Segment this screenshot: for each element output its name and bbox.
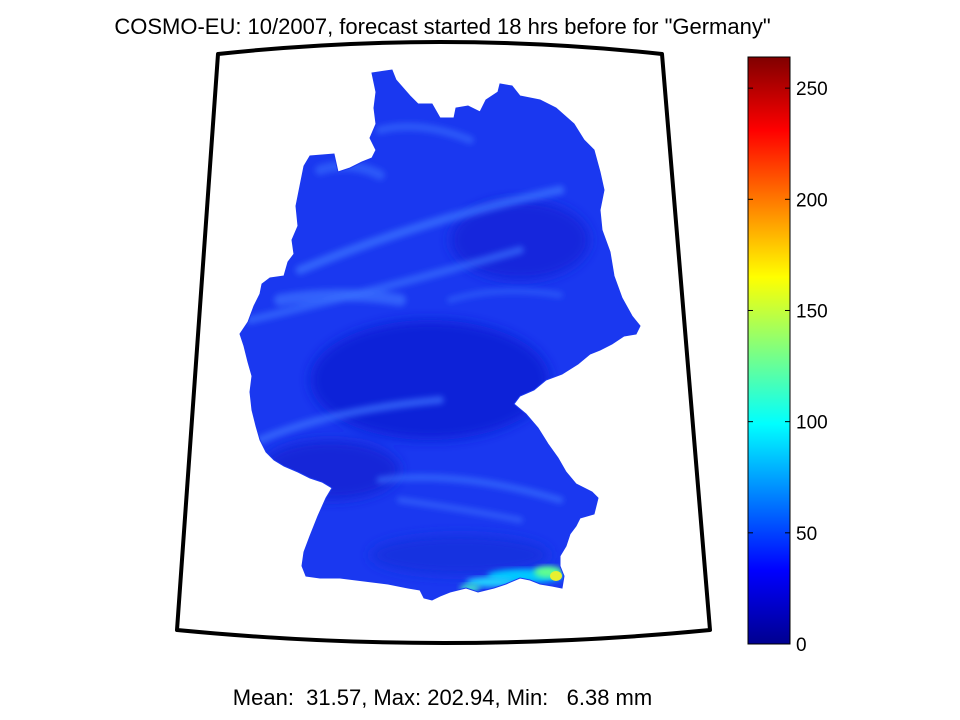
colorbar-axis: 0 50 100 150 200 250	[748, 79, 828, 656]
germany-outline	[239, 69, 641, 601]
colorbar-tick-label: 100	[796, 413, 828, 434]
colorbar	[747, 56, 791, 645]
colorbar-tick-label: 0	[796, 635, 807, 656]
colorbar-tick-label: 50	[796, 524, 817, 545]
colorbar-tick-label: 250	[796, 79, 828, 100]
alpine-maxima	[460, 566, 563, 592]
statistics-footer: Mean: 31.57, Max: 202.94, Min: 6.38 mm	[232, 685, 653, 710]
colorbar-tick-label: 150	[796, 301, 828, 322]
chart-title: COSMO-EU: 10/2007, forecast started 18 h…	[114, 14, 771, 39]
colorbar-tick-label: 200	[796, 190, 828, 211]
